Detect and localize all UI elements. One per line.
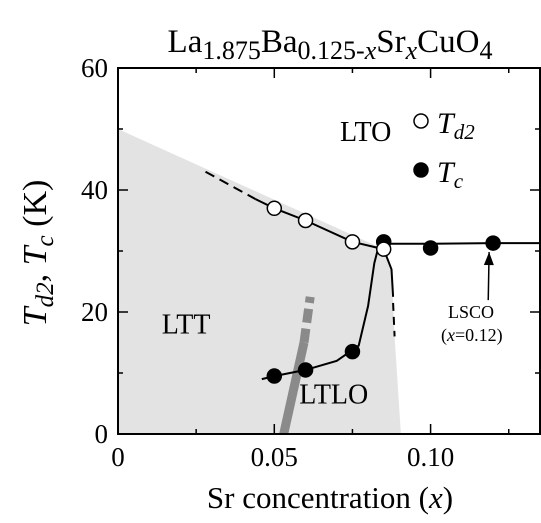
legend-label-td2: Td2 xyxy=(437,107,475,144)
legend-marker-tc xyxy=(413,162,429,178)
ltlo-boundary-dashed xyxy=(392,302,396,337)
point-td2-2 xyxy=(344,234,361,250)
point-tc-2 xyxy=(344,343,361,360)
point-td2-3 xyxy=(375,241,392,257)
region-labels: LTO LTT LTLO xyxy=(162,117,392,410)
phase-regions xyxy=(118,129,401,435)
axis-tick-labels: 0 0.05 0.10 0 20 40 60 xyxy=(81,53,454,472)
y-tick-label-1: 20 xyxy=(81,297,108,327)
point-td2-1 xyxy=(297,212,314,229)
lsco-label: LSCO xyxy=(448,302,494,322)
x-axis-label: Sr concentration (x) xyxy=(207,480,453,515)
point-tc-1 xyxy=(297,362,314,378)
point-td2-0 xyxy=(266,200,283,217)
y-tick-label-2: 40 xyxy=(81,175,108,205)
region-label-ltlo: LTLO xyxy=(299,380,368,411)
lsco-composition: (x=0.12) xyxy=(441,325,503,346)
x-tick-label-0: 0 xyxy=(111,442,125,472)
point-tc-4 xyxy=(422,240,439,256)
ltt-ltlo-gray-band-dashed xyxy=(299,296,315,344)
ltt-shaded-region xyxy=(118,129,401,434)
x-tick-label-2: 0.10 xyxy=(407,442,454,472)
lsco-annotation: LSCO (x=0.12) xyxy=(441,252,503,346)
y-tick-label-0: 0 xyxy=(95,419,109,449)
region-label-lto: LTO xyxy=(340,117,391,148)
y-axis-label: Td2, Tc (K) xyxy=(17,180,59,327)
ltt-ltlo-gray-band xyxy=(279,341,309,435)
x-tick-label-1: 0.05 xyxy=(251,442,298,472)
axis-ticks xyxy=(117,67,540,435)
legend: Td2 Tc xyxy=(413,107,475,193)
legend-label-tc: Tc xyxy=(437,156,464,193)
lsco-arrow-head xyxy=(483,252,494,266)
lto-boundary-dashed xyxy=(205,170,256,200)
point-tc-5 xyxy=(485,235,501,251)
legend-marker-td2 xyxy=(413,113,429,129)
region-label-ltt: LTT xyxy=(162,309,211,340)
chart-title: La1.875Ba0.125-xSrxCuO4 xyxy=(168,24,493,65)
point-tc-0 xyxy=(266,368,283,384)
data-points xyxy=(266,200,501,384)
y-tick-label-3: 60 xyxy=(81,53,108,83)
